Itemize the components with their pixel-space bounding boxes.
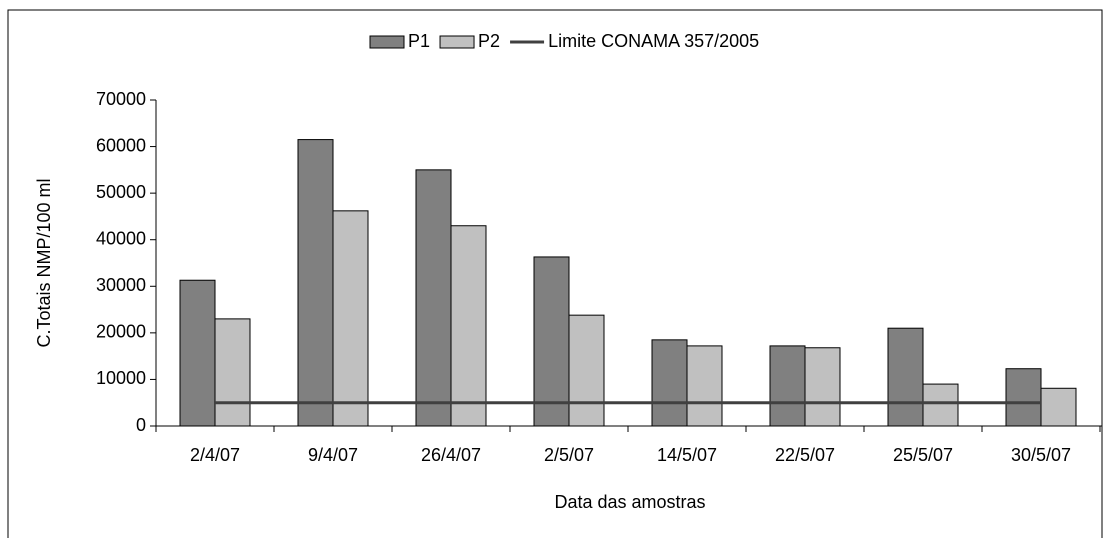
x-tick-label: 25/5/07 xyxy=(893,445,953,465)
bar xyxy=(415,169,452,427)
y-tick-label: 10000 xyxy=(96,368,146,388)
bar xyxy=(769,345,806,427)
bar xyxy=(297,139,334,427)
chart-frame xyxy=(7,9,1103,538)
y-tick-label: 70000 xyxy=(96,89,146,109)
y-axis-title: C.Totais NMP/100 ml xyxy=(34,178,54,347)
y-tick-label: 40000 xyxy=(96,228,146,248)
y-tick-label: 60000 xyxy=(96,135,146,155)
x-tick-label: 14/5/07 xyxy=(657,445,717,465)
x-tick-label: 2/4/07 xyxy=(190,445,240,465)
bar xyxy=(686,345,723,427)
y-tick-label: 30000 xyxy=(96,275,146,295)
bar xyxy=(651,339,688,427)
bar xyxy=(450,225,487,427)
x-tick-label: 22/5/07 xyxy=(775,445,835,465)
x-tick-label: 2/5/07 xyxy=(544,445,594,465)
legend-swatch xyxy=(439,35,475,49)
x-tick-label: 30/5/07 xyxy=(1011,445,1071,465)
bar xyxy=(804,347,841,427)
bar xyxy=(568,314,605,427)
bar xyxy=(179,279,216,427)
y-tick-label: 0 xyxy=(136,415,146,435)
y-tick-label: 20000 xyxy=(96,322,146,342)
x-tick-label: 26/4/07 xyxy=(421,445,481,465)
bar xyxy=(1005,368,1042,427)
bar xyxy=(887,327,924,427)
bar xyxy=(922,383,959,427)
legend-label: P2 xyxy=(478,31,500,51)
bar xyxy=(214,318,251,427)
bar xyxy=(332,210,369,427)
legend-label: Limite CONAMA 357/2005 xyxy=(548,31,759,51)
x-tick-label: 9/4/07 xyxy=(308,445,358,465)
bar xyxy=(1040,387,1077,427)
bar xyxy=(533,256,570,427)
x-axis-title: Data das amostras xyxy=(554,492,705,512)
legend-swatch xyxy=(369,35,405,49)
y-tick-label: 50000 xyxy=(96,182,146,202)
legend-label: P1 xyxy=(408,31,430,51)
